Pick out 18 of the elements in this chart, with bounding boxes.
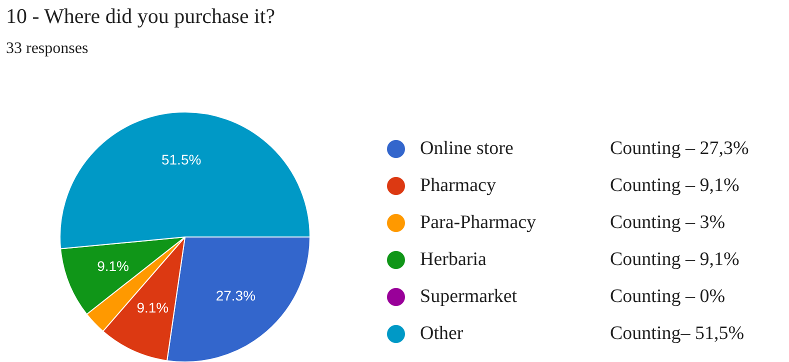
text: Counting – 27,3% — [610, 138, 749, 160]
data-label: 27.3% — [216, 288, 256, 304]
legend-label: Supermarket — [420, 286, 518, 308]
chart-subtitle: 33 responses — [6, 40, 88, 58]
legend-label: Herbaria — [420, 248, 488, 270]
text: Counting – 3% — [610, 212, 726, 234]
legend-label: Para-Pharmacy — [420, 212, 538, 234]
legend-label: Online store — [420, 138, 514, 160]
legend-label: Pharmacy — [420, 174, 497, 196]
chart-title: 10 - Where did you purchase it? — [6, 4, 276, 29]
data-label: 9.1% — [136, 299, 169, 316]
text: Counting – 9,1% — [610, 174, 740, 196]
text: Counting– 51,5% — [610, 322, 744, 344]
text: Counting – 9,1% — [610, 248, 740, 270]
text: Counting – 0% — [610, 286, 726, 308]
legend-label: Other — [420, 322, 464, 344]
data-label: 51.5% — [162, 152, 202, 168]
data-label: 9.1% — [97, 258, 129, 274]
